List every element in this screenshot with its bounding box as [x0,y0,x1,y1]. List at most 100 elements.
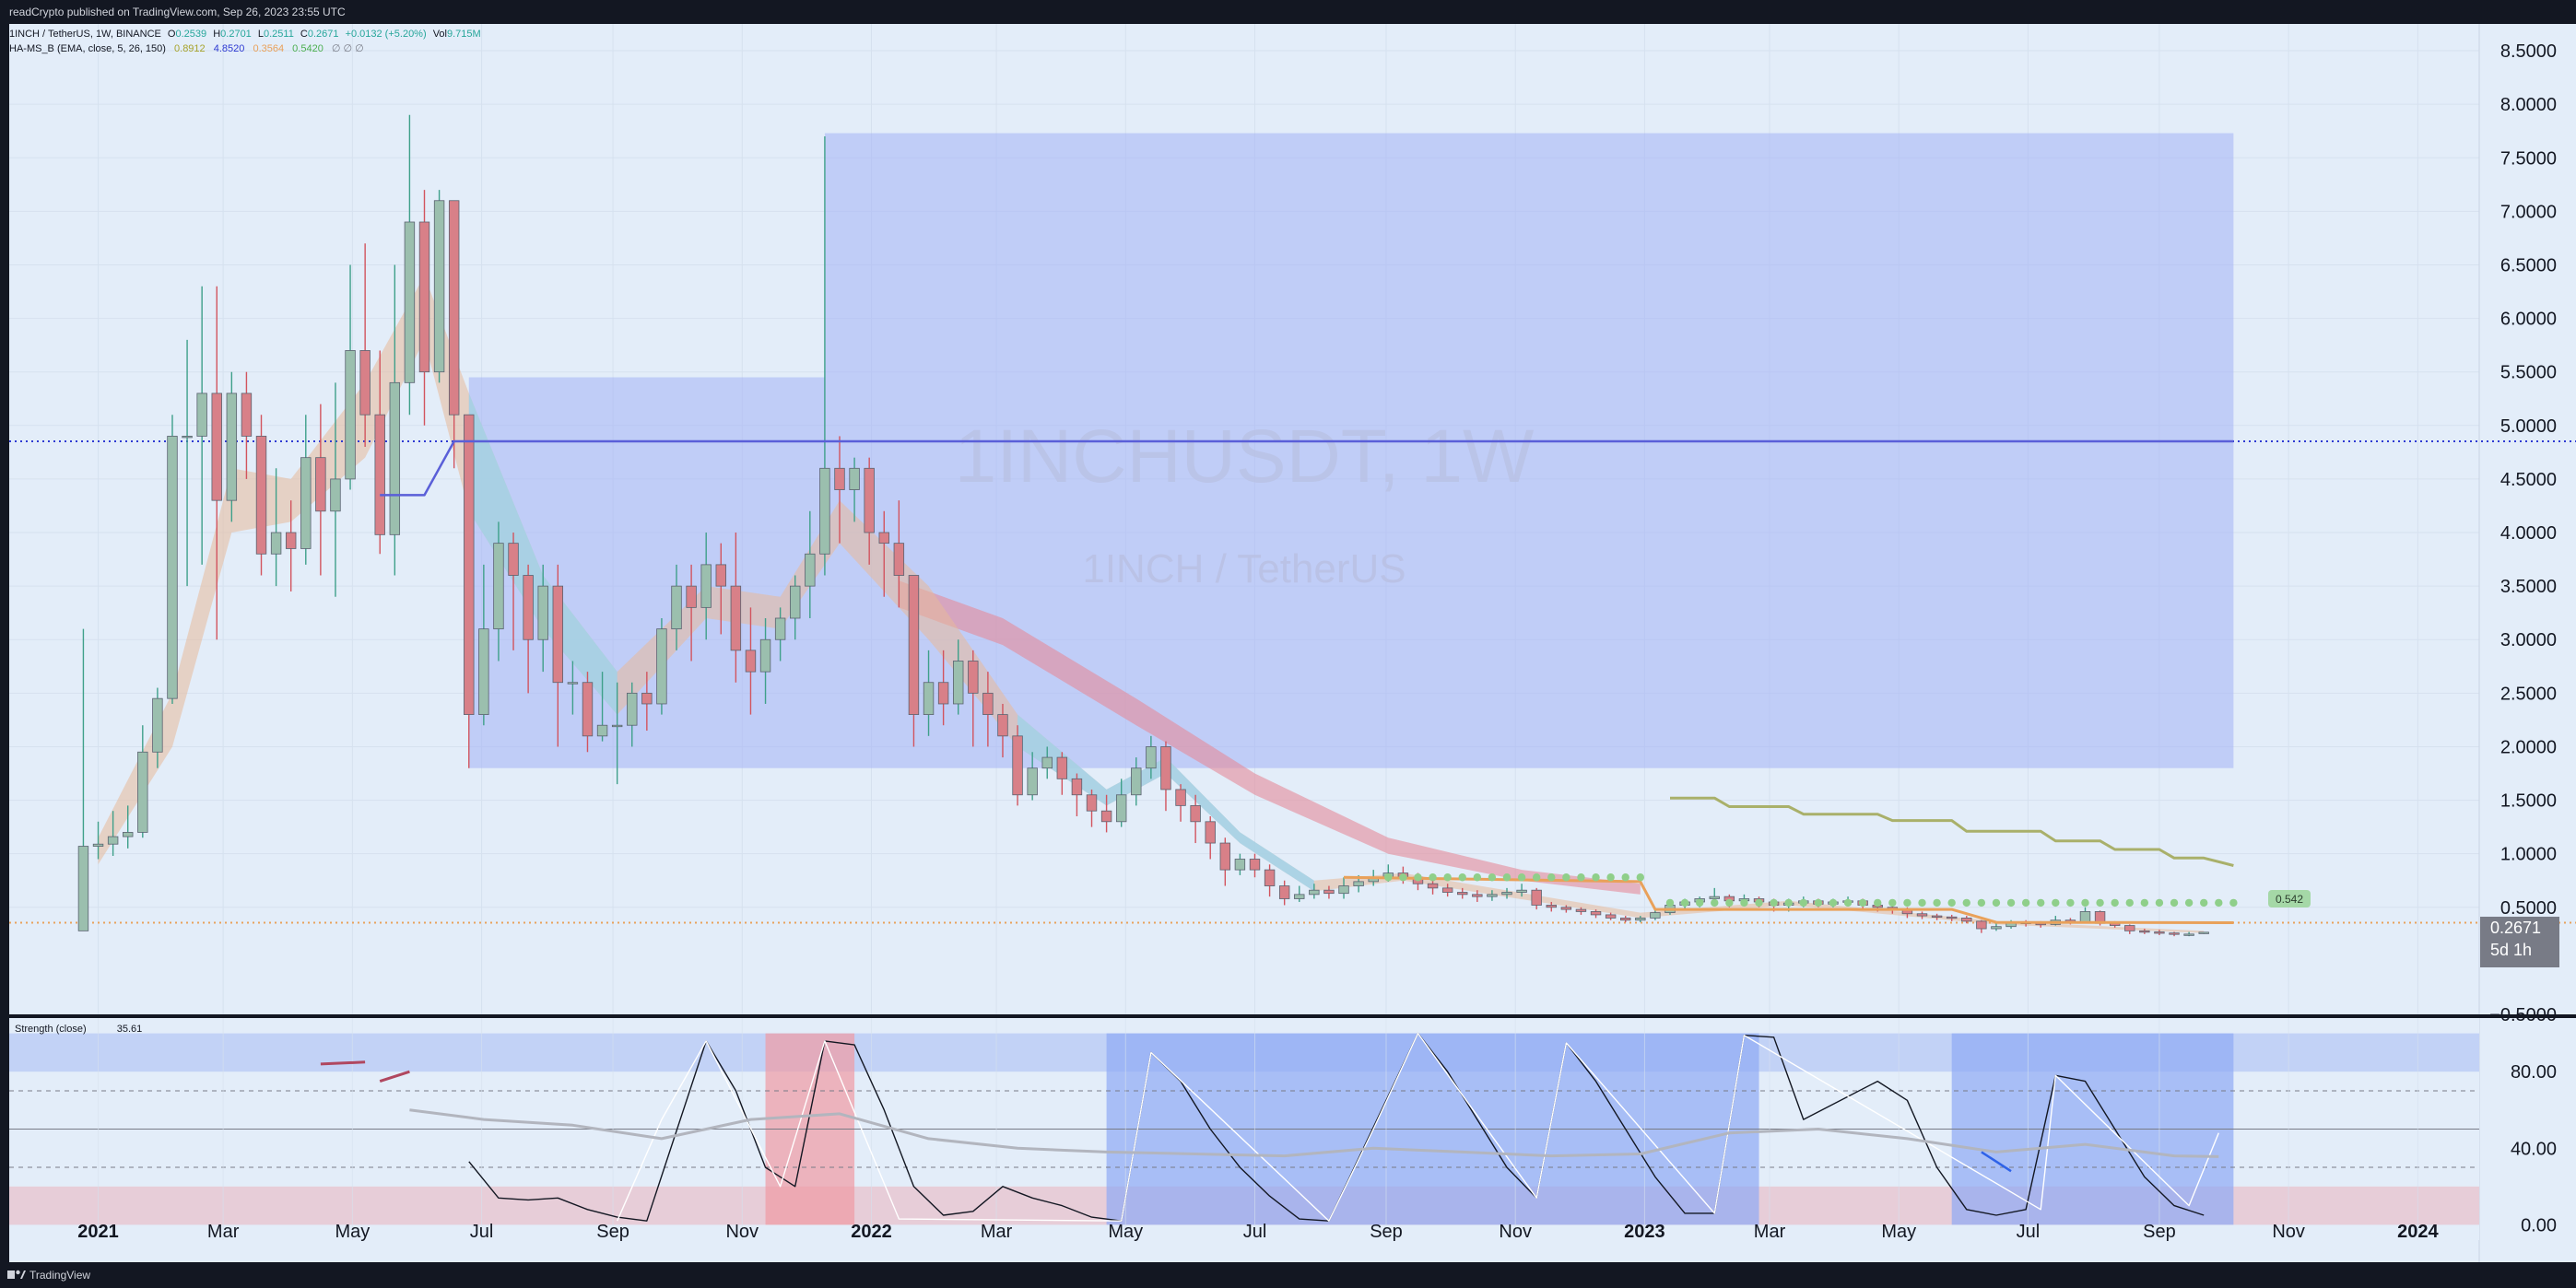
candle [671,564,682,650]
time-axis[interactable]: 2021 Mar May Jul Sep Nov 2022 Mar May Jul Sep Nov 20… [77,1222,2439,1242]
candle [596,672,608,742]
price-badge-countdown: 5d 1h [2490,941,2532,959]
candle-body [627,692,638,726]
candle-body [1501,892,1512,896]
candle [418,190,430,426]
time-tick-label: Mar [207,1222,240,1242]
candle-body [493,543,504,630]
pane-divider[interactable] [9,1014,2576,1018]
green-dot [1429,873,1437,882]
candle-body [819,467,830,555]
price-tick-label: 1.5000 [2500,791,2557,812]
candle [1560,905,1572,913]
candle-body [656,628,667,705]
open-value: 0.2539 [175,29,206,40]
candle-body [1441,887,1453,893]
candle [478,564,489,726]
candle-body [730,585,742,651]
green-dot [1606,873,1615,882]
candle-body [611,724,623,728]
price-tick-label: 5.0000 [2500,416,2557,437]
candle-body [1294,894,1305,899]
level-badge: 0.542 [2268,890,2311,907]
strength-tick-label: 0.00 [2521,1215,2557,1235]
candle-body [1309,889,1320,896]
candle [864,457,875,565]
candle-body [1175,789,1186,806]
candle [1086,789,1098,827]
green-dot [1814,898,1823,907]
price-tick-label: −0.5000 [2489,1005,2557,1025]
green-dot [2081,898,2089,907]
candle [937,650,949,726]
green-dot [1799,898,1807,907]
candle-body [107,836,119,845]
candle-body [241,392,253,437]
candle-body [1353,881,1364,886]
candle-body [1056,756,1068,779]
green-dot [1488,873,1497,882]
candle-body [1115,794,1127,823]
candle [137,725,148,838]
chart-canvas[interactable]: 1INCHUSDT, 1W 1INCH / TetherUS 8.5000 8.0… [9,24,2576,1262]
watermark-pair: 1INCH / TetherUS [1082,546,1406,591]
green-dot [1918,898,1926,907]
candle [1472,890,1483,902]
candle-body [2139,930,2150,933]
candle [1516,884,1527,897]
time-tick-label: Nov [725,1222,759,1242]
candle-body [2079,911,2091,923]
fast-ribbon-cool [468,392,618,715]
tradingview-logo[interactable]: TradingView [7,1262,155,1288]
candle-body [182,436,193,439]
green-dot [2021,898,2030,907]
candle-body [552,585,564,684]
candle-body [686,585,697,608]
candle-body [1575,908,1587,912]
green-dot [2140,898,2149,907]
candle-body [937,682,949,705]
red-ribbon [899,580,1641,895]
candle-body [834,467,845,490]
candle [700,533,712,640]
candle [389,264,401,576]
orange-line [1343,875,2234,924]
candle-body [523,575,534,640]
candle [182,339,193,587]
candle [774,607,786,662]
candle [1309,884,1320,899]
green-dot [2215,898,2223,907]
candle [537,564,548,673]
price-axis[interactable]: 8.5000 8.0000 7.5000 7.0000 6.5000 6.0000 5.50… [2489,41,2557,1025]
time-tick-label: 2023 [1624,1222,1665,1242]
candle [952,639,964,715]
candle [1946,914,1958,921]
candle-body [2169,932,2180,935]
candle [1441,884,1453,897]
candle [270,468,282,587]
candle-body [2183,933,2194,936]
green-dot [1725,898,1734,907]
candle [359,243,371,448]
strength-name: Strength (close) [15,1024,87,1035]
green-dot [1829,898,1838,907]
strength-tick-label: 40.00 [2511,1139,2557,1159]
green-dot [1502,873,1511,882]
time-tick-label: Mar [1754,1222,1786,1242]
candle [1575,907,1587,915]
candle-body [893,543,905,576]
candle [404,114,416,416]
candle [92,821,104,860]
candle-body [1086,794,1098,812]
candle-body [1635,918,1646,921]
candle [1590,909,1602,919]
low-value: 0.2511 [264,29,294,40]
tradingview-logo-icon [7,1270,26,1279]
strength-series-purple [320,1060,366,1066]
candle [1620,916,1631,923]
candle-body [1931,915,1943,918]
strength-axis[interactable]: 80.00 40.00 0.00 [2511,1062,2557,1235]
candle-body [123,832,134,837]
candle [464,414,475,768]
